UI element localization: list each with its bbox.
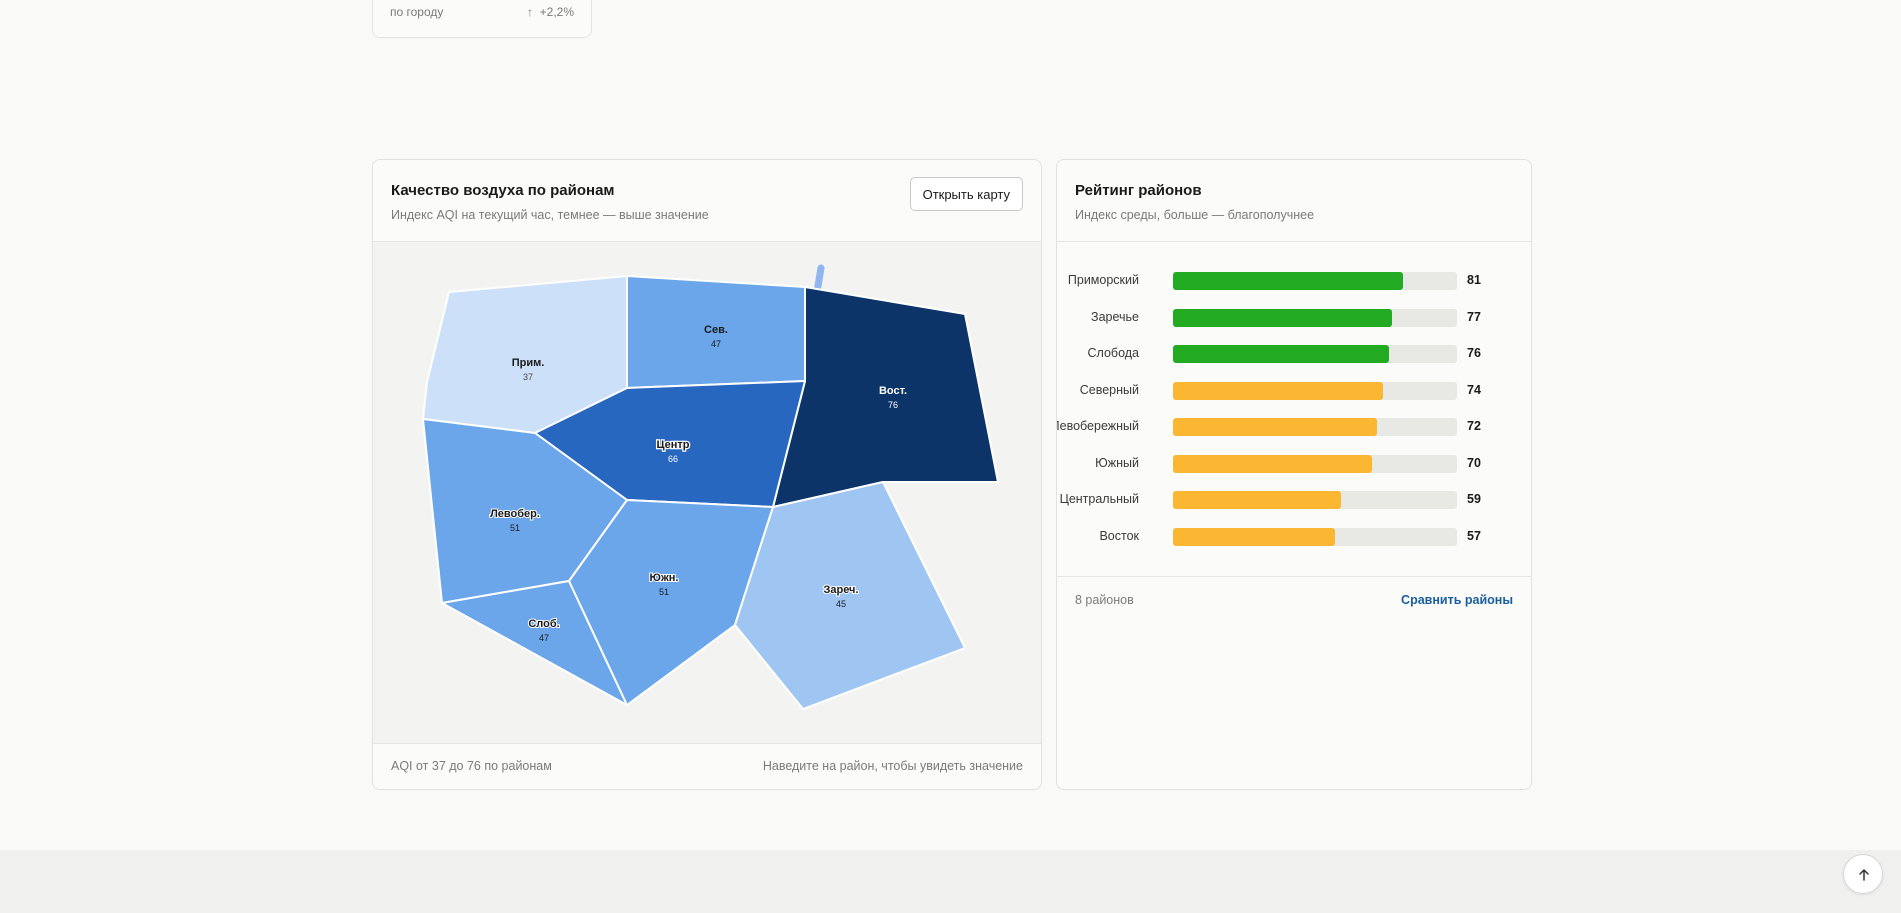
rating-bar [1173,454,1372,473]
rating-value: 76 [1467,346,1481,360]
rating-bar [1173,272,1404,290]
aqi-range-text: AQI от 37 до 76 по районам [391,759,552,773]
rating-district-name: Левобережный [1056,419,1139,433]
rating-bar-track [1173,527,1457,546]
rating-row: Приморский 81 [1057,270,1531,292]
district-rating-header: Рейтинг районов Индекс среды, больше — б… [1057,160,1531,242]
rating-district-name: Приморский [1067,273,1139,287]
rating-bar-track [1173,418,1457,436]
rating-bar-track [1173,345,1457,363]
rating-bar [1173,381,1384,400]
rating-bar-track [1173,381,1457,400]
district-label-yuzhn: Южн. [650,572,679,584]
rating-value: 59 [1467,492,1481,506]
air-quality-footer: AQI от 37 до 76 по районам Наведите на р… [373,743,1041,789]
district-label-prim: Прим. [512,357,545,369]
district-label-vost: Вост. [879,385,907,397]
rating-bar-track [1173,308,1457,327]
arrow-up-icon: ↑ [526,5,533,19]
rating-value: 72 [1467,419,1481,433]
district-value-slob: 47 [539,633,549,643]
rating-row: Восток 57 [1057,526,1531,548]
city-stat-label: по городу [390,5,444,19]
rating-district-name: Слобода [1087,346,1140,360]
air-quality-card-header: Качество воздуха по районам Индекс AQI н… [373,160,1041,242]
district-count: 8 районов [1075,593,1134,607]
rating-bar [1173,418,1378,436]
district-value-yuzhn: 51 [659,587,669,597]
page-footer-band [0,850,1901,913]
scroll-to-top-button[interactable] [1843,854,1883,894]
rating-row: Заречье 77 [1057,307,1531,329]
compare-districts-link[interactable]: Сравнить районы [1401,593,1513,607]
district-label-sev: Сев. [704,324,728,336]
rating-bar-track [1173,272,1457,290]
rating-bar-track [1173,491,1457,509]
district-map-svg: Прим. 37 Сев. 47 Вост. 76 Центр 66 Левоб… [422,264,999,710]
district-rating-chart: Приморский 81 Заречье 77 Слобода 76 Северный 74… [1057,242,1531,577]
rating-bar [1173,527,1335,546]
rating-district-name: Восток [1099,528,1139,543]
rating-district-name: Южный [1095,455,1139,470]
rating-district-name: Северный [1079,382,1139,397]
district-rating-title: Рейтинг районов [1075,182,1202,199]
rating-bar-track [1173,454,1457,473]
city-stat-trend: ↑ +2,2% [527,5,574,19]
city-stat-trend-value: +2,2% [539,5,574,19]
rating-value: 57 [1467,528,1481,543]
city-stat-card: по городу ↑ +2,2% [372,0,592,38]
open-map-button[interactable]: Открыть карту [909,177,1023,211]
air-quality-title: Качество воздуха по районам [391,182,615,199]
rating-row: Слобода 76 [1057,343,1531,365]
district-label-center: Центр [656,439,689,451]
rating-district-name: Центральный [1059,492,1139,506]
district-label-zarech: Зареч. [823,584,858,596]
rating-bar [1173,308,1392,327]
district-value-prim: 37 [523,372,533,382]
district-rating-card: Рейтинг районов Индекс среды, больше — б… [1056,159,1532,790]
map-hint-text: Наведите на район, чтобы увидеть значени… [762,759,1023,773]
district-label-slob: Слоб. [528,618,559,630]
district-value-levober: 51 [510,523,520,533]
rating-row: Центральный 59 [1057,489,1531,511]
arrow-up-icon [1859,869,1869,881]
rating-value: 81 [1467,273,1481,287]
district-rating-subtitle: Индекс среды, больше — благополучнее [1075,208,1315,222]
district-vost[interactable] [772,286,999,508]
district-yuzhn[interactable] [568,499,774,706]
air-quality-card: Качество воздуха по районам Индекс AQI н… [372,159,1042,790]
rating-row: Левобережный 72 [1057,416,1531,438]
rating-row: Южный 70 [1057,453,1531,475]
rating-row: Северный 74 [1057,380,1531,402]
rating-value: 70 [1467,455,1481,470]
rating-value: 77 [1467,309,1481,324]
rating-bar [1173,345,1389,363]
district-value-zarech: 45 [836,599,846,609]
district-zarech[interactable] [734,481,966,710]
rating-bar [1173,491,1341,509]
district-value-center: 66 [668,454,678,464]
district-value-vost: 76 [888,400,898,410]
district-map: Прим. 37 Сев. 47 Вост. 76 Центр 66 Левоб… [373,242,1041,744]
air-quality-subtitle: Индекс AQI на текущий час, темнее — выше… [391,208,709,222]
district-value-sev: 47 [711,339,721,349]
district-label-levober: Левобер. [490,508,540,520]
rating-value: 74 [1467,382,1481,397]
rating-district-name: Заречье [1091,309,1139,324]
